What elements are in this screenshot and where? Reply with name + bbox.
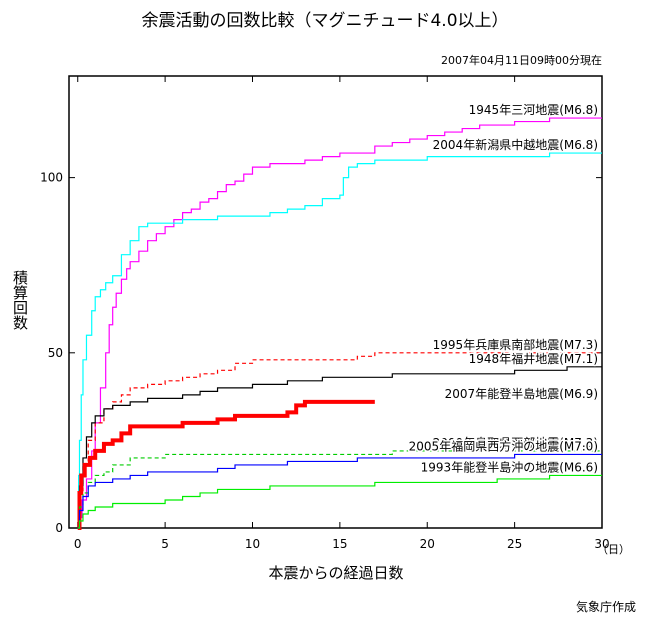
y-tick-label: 100	[40, 171, 63, 185]
series-label-5: 2007年能登半島地震(M6.9)	[445, 386, 598, 401]
x-tick-label: 30	[594, 537, 609, 551]
plot-area: 0 5 10 15 20 25 30 0 50 100 1945年三河地震(M6.8) 2004年新…	[40, 75, 610, 551]
credit: 気象庁作成	[576, 599, 636, 614]
series-line-8	[77, 474, 602, 529]
series-layer	[77, 117, 602, 530]
series-labels: 1945年三河地震(M6.8) 2004年新潟県中越地震(M6.8) 1995年兵庫…	[407, 102, 599, 476]
x-tick-label: 5	[161, 537, 169, 551]
x-tick-label: 15	[332, 537, 347, 551]
series-line-7	[77, 453, 602, 529]
series-line-3	[77, 352, 602, 529]
x-unit: （日）	[597, 543, 630, 556]
series-label-8: 1993年能登半島沖の地震(M6.6)	[421, 459, 598, 474]
series-line-6	[77, 450, 602, 529]
y-tick-label: 0	[55, 521, 63, 535]
series-label-3: 1995年兵庫県南部地震(M7.3)	[433, 337, 598, 352]
x-axis-label: 本震からの経過日数	[268, 564, 403, 582]
series-label-7: 2005年福岡県西方沖の地震(M7.0)	[409, 438, 598, 453]
x-tick-label: 25	[507, 537, 522, 551]
x-tick-label: 10	[245, 537, 260, 551]
series-line-1	[77, 117, 602, 529]
x-tick-label: 20	[420, 537, 435, 551]
y-tick-label: 50	[48, 346, 63, 360]
series-label-2: 2004年新潟県中越地震(M6.8)	[433, 137, 598, 152]
x-tick-label: 0	[74, 537, 82, 551]
series-line-4	[77, 366, 602, 529]
series-line-2	[77, 152, 602, 529]
series-label-1: 1945年三河地震(M6.8)	[469, 103, 598, 117]
axis-ticks: 0 5 10 15 20 25 30 0 50 100	[40, 76, 610, 551]
timestamp: 2007年04月11日09時00分現在	[441, 53, 602, 67]
chart-title: 余震活動の回数比較（マグニチュード4.0以上）	[141, 11, 508, 31]
series-label-4: 1948年福井地震(M7.1)	[469, 351, 598, 366]
series-label-6: 2000年鳥取県西部地震(M7.3)	[433, 435, 598, 450]
series-line-5	[77, 399, 375, 530]
y-axis-label: 積算回数	[11, 270, 29, 330]
plot-frame	[68, 75, 603, 529]
